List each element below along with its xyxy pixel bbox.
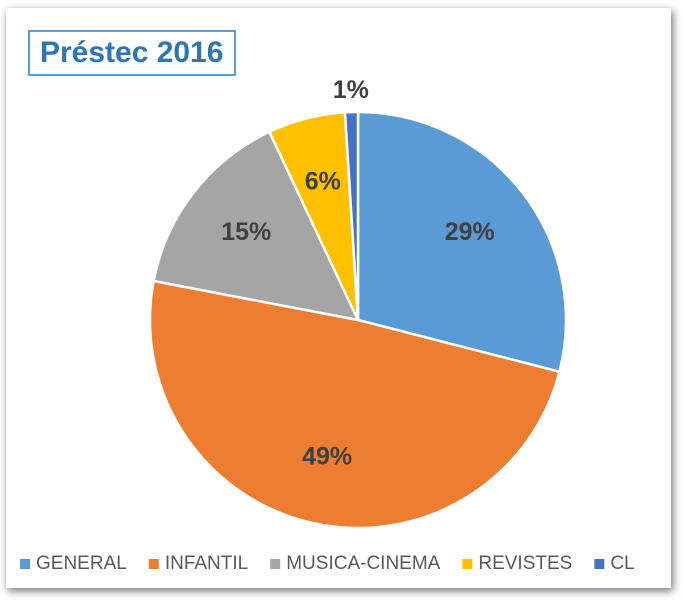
pie-slice — [356, 110, 568, 374]
legend-label: CL — [610, 553, 634, 574]
legend-swatch — [270, 559, 281, 569]
legend-label: GENERAL — [36, 553, 127, 574]
legend-swatch — [148, 559, 159, 569]
chart: 29% 49% 15% 6% 1% GENERAL INFANTIL MUSICA-CINEM… — [20, 76, 635, 574]
legend-label: REVISTES — [478, 553, 572, 574]
chart-frame: 29% 49% 15% 6% 1% GENERAL INFANTIL MUSICA-CINEM… — [6, 8, 671, 588]
data-label: 1% — [333, 76, 369, 104]
pie-slice — [343, 110, 360, 321]
data-label: 6% — [305, 168, 341, 196]
data-label: 29% — [445, 218, 495, 246]
data-label: 15% — [221, 218, 271, 246]
legend-swatch — [20, 559, 30, 569]
pie-slice — [148, 279, 561, 530]
legend-label: MUSICA-CINEMA — [286, 553, 440, 574]
chart-title: Préstec 2016 — [28, 30, 236, 76]
data-label: 49% — [302, 443, 352, 471]
pie-slice — [152, 130, 361, 322]
legend-swatch — [462, 559, 473, 569]
legend-label: INFANTIL — [165, 553, 248, 574]
legend-swatch — [594, 559, 605, 569]
